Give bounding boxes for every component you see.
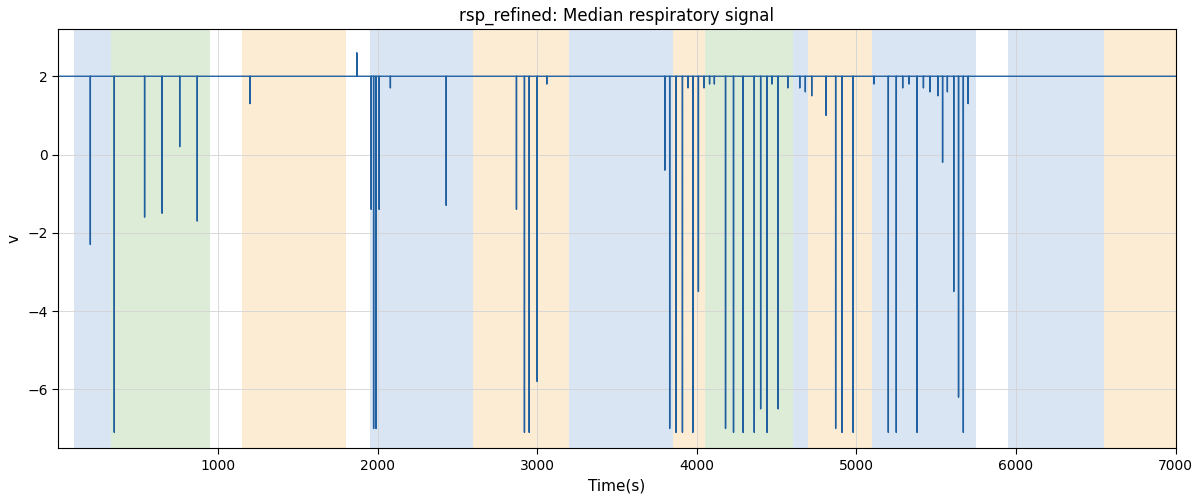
Bar: [704, 30, 792, 448]
Bar: [74, 30, 112, 448]
X-axis label: Time(s): Time(s): [588, 478, 646, 493]
Bar: [473, 30, 569, 448]
Bar: [112, 30, 210, 448]
Title: rsp_refined: Median respiratory signal: rsp_refined: Median respiratory signal: [460, 7, 774, 25]
Y-axis label: v: v: [7, 234, 22, 243]
Bar: [809, 30, 872, 448]
Bar: [673, 30, 704, 448]
Bar: [242, 30, 346, 448]
Bar: [792, 30, 809, 448]
Bar: [569, 30, 673, 448]
Bar: [370, 30, 473, 448]
Bar: [1008, 30, 1104, 448]
Bar: [1104, 30, 1176, 448]
Bar: [872, 30, 976, 448]
